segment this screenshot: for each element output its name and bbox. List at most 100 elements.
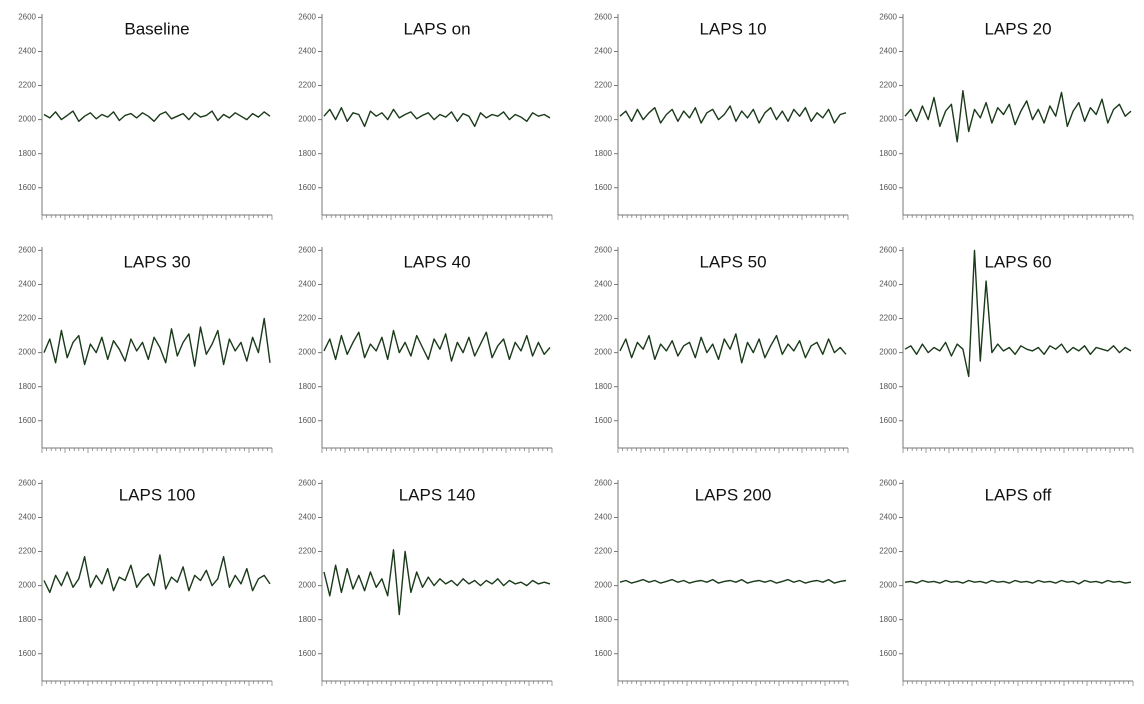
panel-title: Baseline — [124, 19, 189, 38]
y-tick-label: 2600 — [18, 246, 36, 255]
y-tick-label: 2400 — [298, 47, 316, 56]
x-axis-minor-ticks — [617, 448, 849, 453]
y-tick-label: 2400 — [594, 513, 612, 522]
y-tick-label: 2000 — [298, 581, 316, 590]
y-tick-label: 1800 — [18, 382, 36, 391]
x-axis-minor-ticks — [41, 681, 273, 686]
panel-title: LAPS 50 — [699, 252, 766, 271]
y-tick-label: 2600 — [879, 479, 897, 488]
signal-line — [323, 329, 551, 362]
y-tick-label: 1600 — [18, 183, 36, 192]
panel-title: LAPS on — [403, 19, 470, 38]
y-tick-label: 1800 — [594, 382, 612, 391]
y-tick-label: 2200 — [879, 314, 897, 323]
y-tick-label: 1800 — [879, 382, 897, 391]
y-tick-label: 2400 — [594, 280, 612, 289]
y-tick-label: 2200 — [18, 547, 36, 556]
y-tick-label: 1800 — [594, 615, 612, 624]
y-tick-label: 2400 — [879, 47, 897, 56]
y-tick-label: 2200 — [298, 81, 316, 90]
signal-line — [619, 333, 847, 364]
x-axis-minor-ticks — [617, 215, 849, 220]
y-tick-label: 2200 — [594, 81, 612, 90]
panel-title: LAPS 30 — [123, 252, 190, 271]
y-tick-label: 1600 — [594, 649, 612, 658]
signal-line — [904, 90, 1132, 143]
x-axis-minor-ticks — [321, 448, 553, 453]
x-axis-minor-ticks — [321, 215, 553, 220]
y-tick-label: 2600 — [594, 479, 612, 488]
signal-line — [43, 317, 271, 367]
panel-title: LAPS 140 — [399, 485, 476, 504]
x-axis-minor-ticks — [41, 448, 273, 453]
y-tick-label: 1800 — [298, 149, 316, 158]
y-tick-label: 2400 — [879, 280, 897, 289]
y-tick-label: 1600 — [879, 183, 897, 192]
y-tick-label: 2000 — [594, 115, 612, 124]
y-tick-label: 2200 — [879, 547, 897, 556]
x-axis-minor-ticks — [902, 681, 1134, 686]
panel-title: LAPS 60 — [984, 252, 1051, 271]
y-tick-label: 2400 — [18, 513, 36, 522]
y-tick-label: 1600 — [594, 416, 612, 425]
x-axis-minor-ticks — [617, 681, 849, 686]
y-tick-label: 2200 — [298, 547, 316, 556]
y-tick-label: 2600 — [879, 13, 897, 22]
panel-title: LAPS 20 — [984, 19, 1051, 38]
y-tick-label: 1600 — [594, 183, 612, 192]
y-tick-label: 2600 — [879, 246, 897, 255]
y-tick-label: 1800 — [594, 149, 612, 158]
y-tick-label: 2400 — [18, 280, 36, 289]
x-axis-minor-ticks — [321, 681, 553, 686]
y-tick-label: 2200 — [298, 314, 316, 323]
y-tick-label: 2600 — [594, 246, 612, 255]
y-tick-label: 1800 — [18, 149, 36, 158]
y-tick-label: 1800 — [879, 615, 897, 624]
y-tick-label: 2600 — [298, 13, 316, 22]
y-tick-label: 1600 — [18, 649, 36, 658]
signal-line — [904, 579, 1132, 585]
y-tick-label: 2200 — [18, 314, 36, 323]
y-tick-label: 2600 — [298, 479, 316, 488]
x-axis-minor-ticks — [41, 215, 273, 220]
y-tick-label: 2200 — [18, 81, 36, 90]
y-tick-label: 2600 — [298, 246, 316, 255]
y-tick-label: 2000 — [879, 348, 897, 357]
y-tick-label: 2400 — [879, 513, 897, 522]
y-tick-label: 1600 — [298, 416, 316, 425]
y-tick-label: 2400 — [18, 47, 36, 56]
panel-title: LAPS 40 — [403, 252, 470, 271]
y-tick-label: 2400 — [298, 280, 316, 289]
signal-line — [323, 549, 551, 616]
y-tick-label: 1600 — [879, 649, 897, 658]
y-tick-label: 1800 — [298, 615, 316, 624]
y-tick-label: 2600 — [18, 13, 36, 22]
y-tick-label: 2000 — [879, 115, 897, 124]
panel-title: LAPS 200 — [695, 485, 772, 504]
y-tick-label: 1600 — [298, 183, 316, 192]
y-tick-label: 2200 — [594, 314, 612, 323]
y-tick-label: 2000 — [18, 115, 36, 124]
y-tick-label: 2200 — [879, 81, 897, 90]
y-tick-label: 2000 — [298, 115, 316, 124]
y-tick-label: 2200 — [594, 547, 612, 556]
y-tick-label: 2000 — [298, 348, 316, 357]
y-tick-label: 2000 — [18, 581, 36, 590]
x-axis-minor-ticks — [902, 215, 1134, 220]
signal-line — [619, 105, 847, 124]
y-tick-label: 2600 — [594, 13, 612, 22]
y-tick-label: 2600 — [18, 479, 36, 488]
panel-title: LAPS off — [985, 485, 1052, 504]
signal-line — [43, 110, 271, 122]
y-tick-label: 2400 — [594, 47, 612, 56]
panel-title: LAPS 10 — [699, 19, 766, 38]
signal-line — [43, 554, 271, 594]
y-tick-label: 2000 — [18, 348, 36, 357]
signal-line — [323, 107, 551, 128]
y-tick-label: 2000 — [594, 581, 612, 590]
y-tick-label: 2000 — [879, 581, 897, 590]
panel-title: LAPS 100 — [119, 485, 196, 504]
signal-line — [904, 249, 1132, 378]
